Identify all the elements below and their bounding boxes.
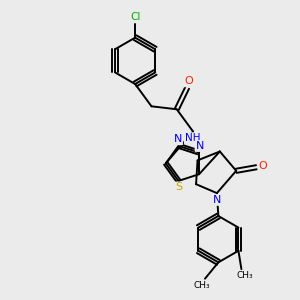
Text: S: S [175,182,182,192]
Text: NH: NH [185,133,200,143]
Text: Cl: Cl [130,12,140,22]
Text: CH₃: CH₃ [237,271,253,280]
Text: N: N [213,195,221,205]
Text: N: N [196,141,204,151]
Text: O: O [259,161,267,171]
Text: N: N [174,134,182,144]
Text: CH₃: CH₃ [193,281,210,290]
Text: O: O [184,76,193,86]
